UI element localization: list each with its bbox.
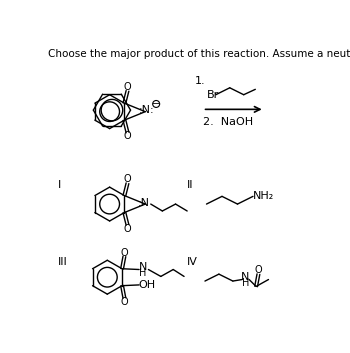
- Text: III: III: [58, 257, 68, 267]
- Text: :N: :N: [138, 198, 150, 208]
- Text: O: O: [124, 131, 131, 141]
- Text: OH: OH: [138, 280, 155, 290]
- Text: I: I: [58, 180, 61, 190]
- Text: O: O: [124, 174, 131, 184]
- Text: N: N: [139, 262, 147, 272]
- Text: Choose the major product of this reaction. Assume a neutralizing workup.: Choose the major product of this reactio…: [48, 48, 350, 59]
- Text: N: N: [241, 272, 250, 282]
- Text: IV: IV: [187, 257, 198, 267]
- Text: NH₂: NH₂: [253, 191, 274, 201]
- Text: 1.: 1.: [195, 76, 205, 86]
- Text: H: H: [139, 268, 147, 279]
- Text: O: O: [124, 82, 131, 92]
- Text: H: H: [241, 279, 249, 288]
- Text: O: O: [254, 265, 262, 275]
- Text: II: II: [187, 180, 194, 190]
- Text: O: O: [121, 247, 128, 258]
- Text: Br: Br: [206, 90, 219, 100]
- Text: O: O: [124, 224, 131, 234]
- Text: :N:: :N:: [138, 105, 154, 115]
- Text: O: O: [121, 297, 128, 307]
- Text: 2.  NaOH: 2. NaOH: [203, 117, 253, 127]
- Text: −: −: [152, 99, 160, 109]
